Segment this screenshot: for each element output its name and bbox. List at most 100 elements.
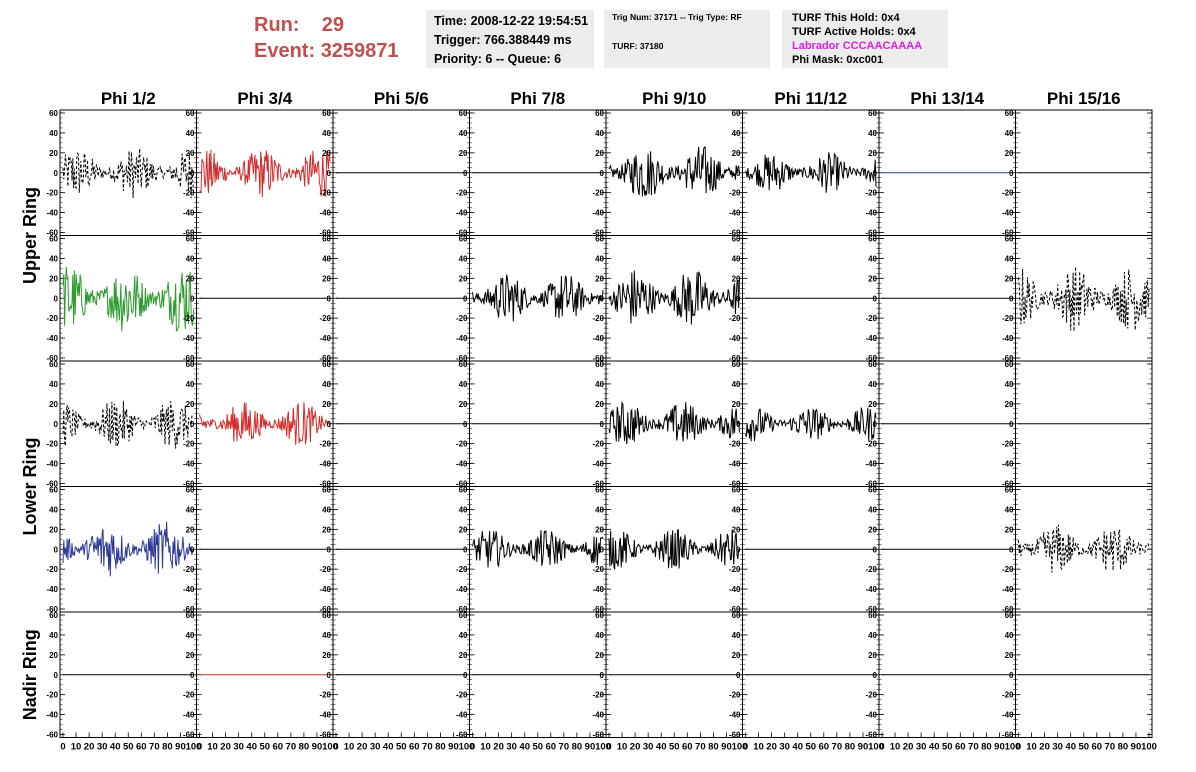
time-text: Time: 2008-12-22 19:54:51 [434, 14, 589, 28]
y-tick-label: 60 [186, 109, 195, 118]
x-tick-label: 80 [1118, 742, 1129, 753]
y-tick-label: -20 [865, 565, 877, 574]
y-tick-label: 60 [186, 235, 195, 244]
y-tick-label: -20 [46, 189, 58, 198]
x-tick-label: 90 [585, 742, 596, 753]
y-tick-label: -40 [592, 209, 604, 218]
waveform-panel: 60 40 20 0 -20 -40 -60 [456, 486, 607, 614]
y-tick-label: 20 [595, 149, 604, 158]
y-tick-label: 0 [1009, 671, 1014, 680]
y-tick-label: -20 [183, 189, 195, 198]
waveform-panel: 60 40 20 0 -20 -40 -60 [456, 235, 607, 363]
y-tick-label: -40 [456, 209, 468, 218]
x-tick-label: 80 [299, 742, 310, 753]
y-tick-label: -40 [865, 711, 877, 720]
y-tick-label: -60 [46, 605, 58, 614]
y-tick-label: 20 [732, 400, 741, 409]
x-tick-label: 60 [955, 742, 966, 753]
y-tick-label: -20 [1002, 691, 1014, 700]
y-tick-label: -60 [456, 480, 468, 489]
trig-num-text: Trig Num: 37171 -- Trig Type: RF [612, 12, 742, 22]
waveform-panel: 60 40 20 0 -20 -40 -60 [319, 486, 470, 614]
event-label: Event: [254, 40, 316, 62]
y-tick-label: -20 [183, 565, 195, 574]
y-tick-label: -20 [319, 314, 331, 323]
y-tick-label: 40 [732, 129, 741, 138]
x-tick-label: 60 [409, 742, 420, 753]
waveform-panel: 60 40 20 0 -20 -40 -60 [1002, 235, 1153, 363]
y-tick-label: 20 [322, 149, 331, 158]
y-tick-label: 20 [732, 274, 741, 283]
y-tick-label: 0 [873, 294, 878, 303]
y-tick-label: 60 [868, 235, 877, 244]
y-tick-label: -20 [456, 691, 468, 700]
y-tick-label: 0 [736, 671, 741, 680]
y-tick-label: -40 [1002, 711, 1014, 720]
column-header: Phi 1/2 [101, 89, 156, 108]
y-tick-label: 60 [868, 360, 877, 369]
x-tick-label: 10 [71, 742, 82, 753]
y-tick-label: -60 [865, 480, 877, 489]
y-tick-label: -60 [729, 605, 741, 614]
waveform-panel: 60 40 20 0 -20 -40 -60 [456, 611, 607, 740]
y-tick-label: 60 [322, 235, 331, 244]
y-tick-label: -20 [1002, 440, 1014, 449]
y-tick-label: 40 [868, 505, 877, 514]
turf-info-box: TURF This Hold: 0x4 TURF Active Holds: 0… [782, 10, 948, 68]
y-tick-label: -60 [46, 354, 58, 363]
y-tick-label: 0 [873, 420, 878, 429]
y-tick-label: 0 [54, 169, 59, 178]
x-tick-label: 0 [743, 742, 748, 753]
y-tick-label: 20 [595, 274, 604, 283]
x-tick-label: 20 [766, 742, 777, 753]
y-tick-label: 40 [49, 380, 58, 389]
x-tick-label: 70 [695, 742, 706, 753]
y-tick-label: 40 [1005, 505, 1014, 514]
waveform-panel: 60 40 20 0 -20 -40 -60 [729, 360, 880, 489]
x-tick-label: 30 [779, 742, 790, 753]
y-tick-label: 40 [322, 380, 331, 389]
y-tick-label: -20 [592, 691, 604, 700]
column-header: Phi 9/10 [642, 89, 706, 108]
waveform-trace [608, 401, 740, 445]
y-tick-label: -60 [456, 605, 468, 614]
y-tick-label: 60 [595, 611, 604, 620]
waveform-panel: 60 40 20 0 -20 -40 -60 [183, 486, 334, 614]
y-tick-label: -40 [183, 711, 195, 720]
y-tick-label: 20 [459, 651, 468, 660]
y-tick-label: 20 [868, 651, 877, 660]
y-tick-label: -20 [1002, 189, 1014, 198]
y-tick-label: 60 [186, 486, 195, 495]
y-tick-label: 0 [327, 294, 332, 303]
waveform-panel: 60 40 20 0 -20 -40 -60 [729, 486, 880, 614]
y-tick-label: 40 [322, 631, 331, 640]
x-tick-label: 30 [1052, 742, 1063, 753]
y-tick-label: 0 [873, 671, 878, 680]
y-tick-label: 0 [736, 169, 741, 178]
y-tick-label: -20 [729, 314, 741, 323]
y-tick-label: 0 [1009, 294, 1014, 303]
waveform-panel: 60 40 20 0 -20 -40 -60 [183, 611, 334, 740]
y-tick-label: -40 [1002, 585, 1014, 594]
y-tick-label: 0 [600, 545, 605, 554]
y-tick-label: 0 [463, 169, 468, 178]
y-tick-label: 60 [868, 109, 877, 118]
y-tick-label: 40 [868, 380, 877, 389]
y-tick-label: -60 [183, 354, 195, 363]
y-tick-label: 60 [322, 486, 331, 495]
y-tick-label: -40 [865, 460, 877, 469]
x-tick-label: 10 [344, 742, 355, 753]
y-tick-label: -40 [1002, 334, 1014, 343]
y-tick-label: 0 [54, 545, 59, 554]
y-tick-label: -60 [183, 480, 195, 489]
x-tick-label: 40 [656, 742, 667, 753]
x-tick-label: 70 [968, 742, 979, 753]
x-tick-label: 30 [97, 742, 108, 753]
y-tick-label: 60 [732, 235, 741, 244]
y-tick-label: 20 [732, 525, 741, 534]
y-tick-label: -20 [729, 440, 741, 449]
y-tick-label: 40 [732, 254, 741, 263]
y-tick-label: -20 [1002, 565, 1014, 574]
y-tick-label: -20 [592, 189, 604, 198]
y-tick-label: 20 [732, 651, 741, 660]
